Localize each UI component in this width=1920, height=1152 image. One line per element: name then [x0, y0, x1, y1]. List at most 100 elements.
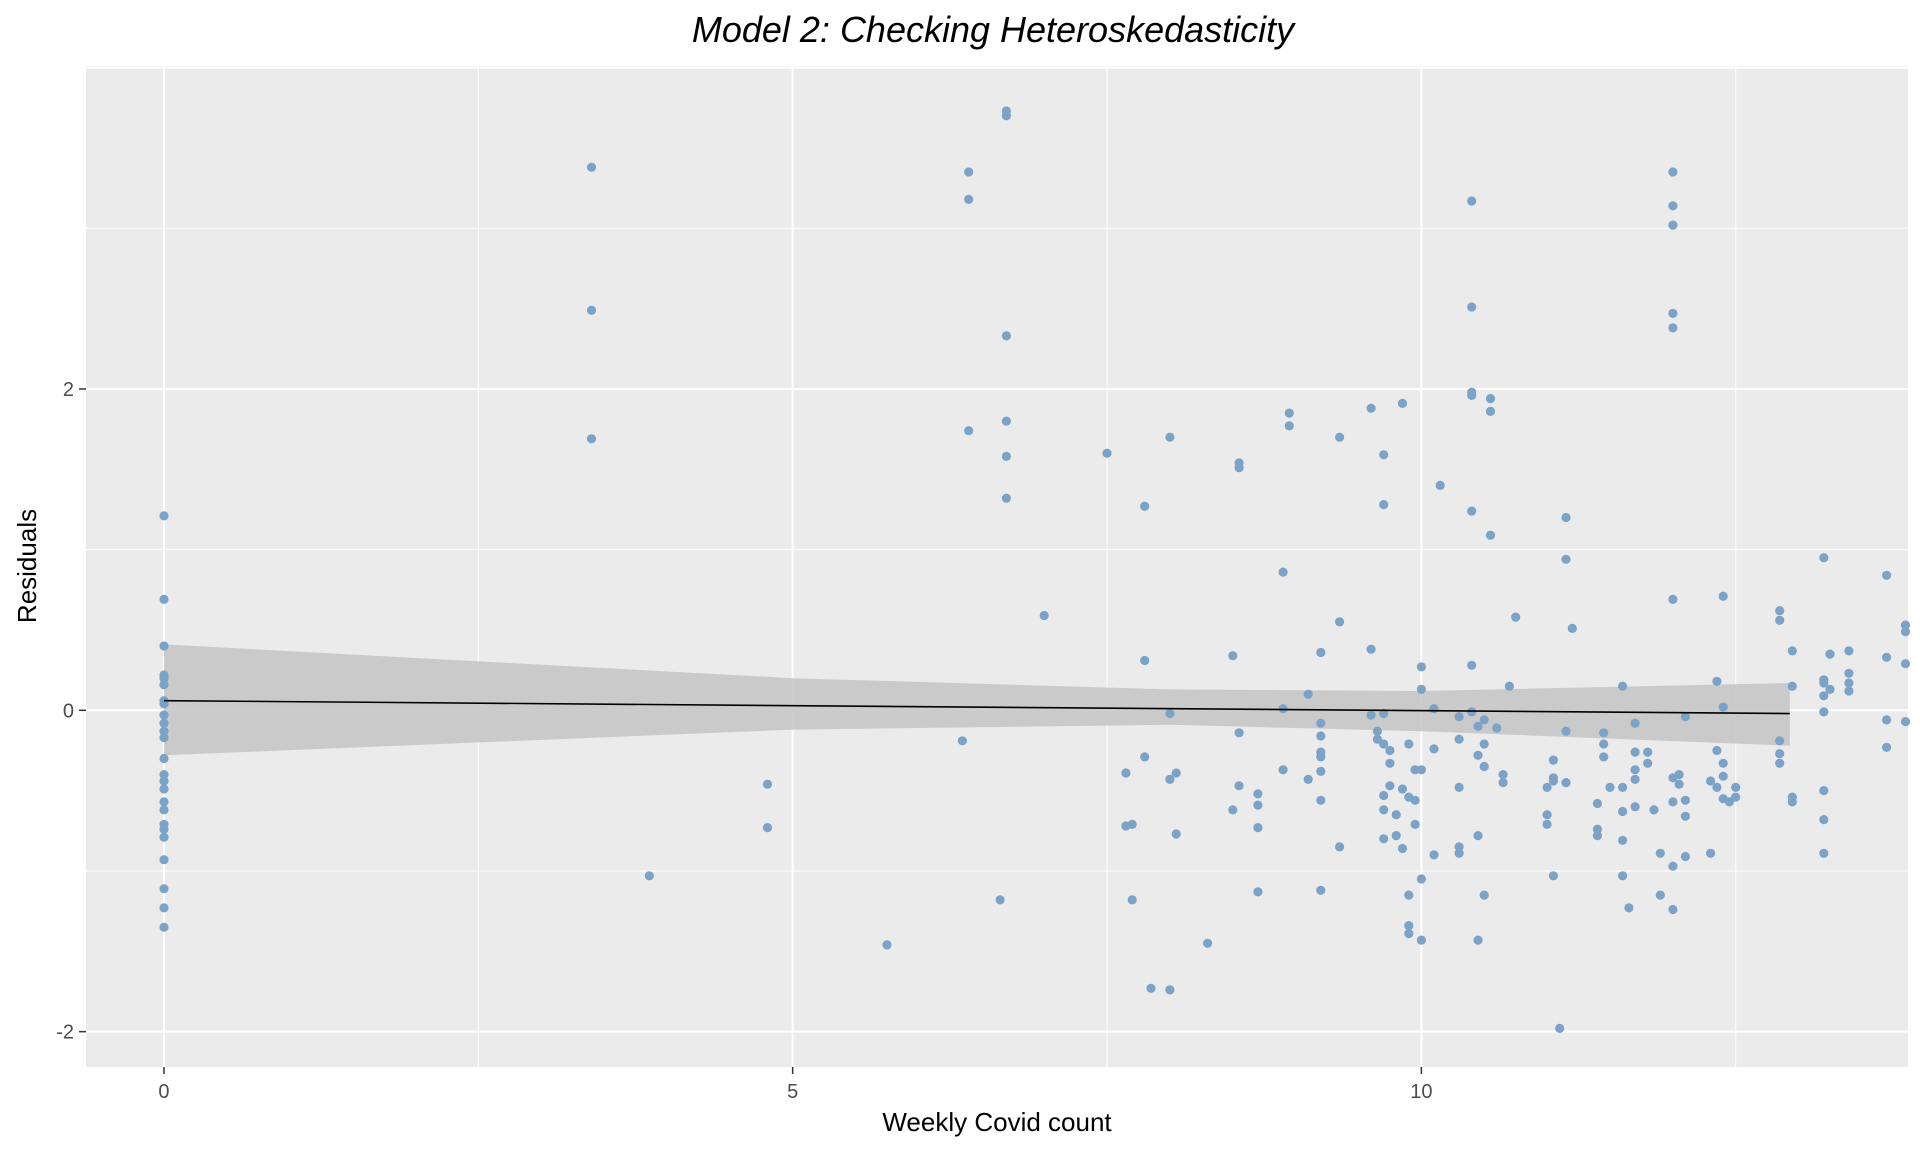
data-point [1718, 591, 1728, 601]
data-point [1542, 819, 1552, 830]
data-point [1630, 802, 1640, 812]
data-point [1429, 850, 1439, 860]
data-point [1618, 681, 1628, 691]
data-point [1775, 606, 1785, 616]
data-point [1454, 782, 1464, 793]
data-point [1618, 782, 1628, 793]
data-point [1882, 742, 1892, 752]
data-point [1001, 451, 1012, 461]
data-point [1643, 747, 1653, 757]
data-point [1844, 646, 1854, 656]
data-point [159, 680, 169, 690]
data-point [1624, 903, 1634, 913]
data-point [1718, 702, 1728, 712]
data-point [1001, 111, 1012, 121]
data-point [1599, 728, 1609, 738]
data-point [1404, 890, 1414, 900]
data-point [1278, 567, 1288, 577]
x-tick-label: 5 [787, 1081, 798, 1103]
data-point [1121, 768, 1131, 778]
data-point [1511, 612, 1521, 622]
data-point [1844, 678, 1854, 688]
data-point [159, 670, 169, 680]
data-point [1379, 834, 1389, 844]
data-point [159, 733, 169, 743]
data-point [1630, 765, 1640, 775]
data-point [1548, 871, 1558, 881]
data-point [1825, 649, 1835, 659]
data-point [1316, 731, 1326, 741]
data-point [1819, 678, 1829, 688]
data-point [1680, 795, 1690, 805]
data-point [1668, 323, 1678, 333]
data-point [1599, 739, 1609, 749]
data-point [1429, 744, 1439, 754]
data-point [957, 736, 968, 746]
data-point [1561, 554, 1571, 564]
data-point [1397, 398, 1408, 408]
data-point [1473, 831, 1483, 841]
data-point [1542, 810, 1552, 820]
data-point [586, 434, 597, 444]
plot-panel [86, 66, 1908, 1067]
data-point [1385, 745, 1395, 756]
data-point [1379, 500, 1389, 510]
x-axis-label: Weekly Covid count [882, 1107, 1112, 1137]
data-point [1467, 196, 1477, 206]
data-point [1397, 843, 1408, 854]
y-axis-label: Residuals [12, 509, 42, 623]
data-point [1467, 390, 1477, 400]
data-point [1404, 929, 1414, 939]
data-point [762, 779, 773, 789]
data-point [1775, 615, 1785, 625]
data-point [1253, 789, 1263, 799]
data-point [1127, 819, 1137, 830]
data-point [1882, 652, 1892, 662]
data-point [1171, 768, 1181, 778]
y-tick-label: 0 [63, 700, 74, 722]
data-point [1473, 721, 1483, 732]
data-point [1416, 684, 1426, 695]
data-point [1668, 861, 1678, 871]
data-point [1316, 718, 1326, 728]
data-point [1498, 770, 1508, 780]
data-point [1467, 707, 1477, 717]
data-point [1316, 795, 1326, 805]
data-point [1284, 408, 1294, 418]
data-point [1630, 718, 1640, 728]
data-point [159, 718, 169, 728]
confidence-band [164, 644, 1790, 756]
data-point [1404, 921, 1414, 931]
data-point [1680, 851, 1690, 862]
data-point [1668, 904, 1678, 915]
data-point [1668, 797, 1678, 807]
data-point [1655, 890, 1665, 900]
data-point [1001, 331, 1012, 341]
data-point [1473, 750, 1483, 760]
data-point [1819, 553, 1829, 563]
data-point [1228, 651, 1238, 661]
data-point [1228, 805, 1238, 815]
data-point [1498, 778, 1508, 788]
data-point [1253, 823, 1263, 833]
data-point [1379, 805, 1389, 815]
data-point [1467, 660, 1477, 670]
data-point [964, 167, 974, 177]
data-point [1819, 707, 1829, 717]
data-point [1278, 704, 1288, 714]
data-point [1278, 765, 1288, 775]
data-point [995, 895, 1005, 905]
data-point [159, 776, 169, 786]
data-point [1542, 782, 1552, 793]
data-point [1416, 765, 1426, 775]
y-tick-label: 2 [63, 379, 74, 401]
data-point [1391, 810, 1401, 820]
data-point [1724, 797, 1734, 807]
data-point [1385, 758, 1395, 768]
data-point [1467, 302, 1477, 312]
data-point [159, 832, 169, 842]
data-point [1479, 739, 1489, 749]
data-point [1429, 704, 1439, 714]
data-point [1731, 782, 1741, 793]
data-point [1454, 734, 1464, 744]
